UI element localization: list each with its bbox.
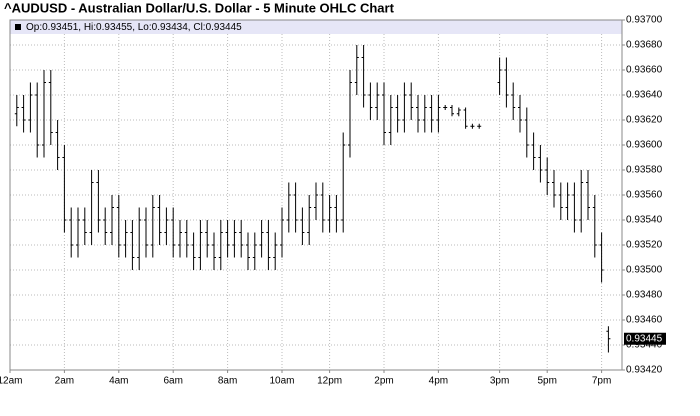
marks [14, 45, 611, 353]
legend-text: Op:0.93451, Hi:0.93455, Lo:0.93434, Cl:0… [26, 22, 242, 33]
y-tick-label: 0.93500 [626, 265, 663, 276]
x-tick-label: 6am [163, 376, 182, 387]
x-tick-label: 4pm [429, 376, 448, 387]
y-tick-label: 0.93460 [626, 315, 663, 326]
y-tick-label: 0.93680 [626, 40, 663, 51]
y-tick-label: 0.93640 [626, 90, 663, 101]
y-tick-label: 0.93520 [626, 240, 663, 251]
y-tick-label: 0.93660 [626, 65, 663, 76]
y-tick-label: 0.93580 [626, 165, 663, 176]
x-tick-label: 3pm [490, 376, 509, 387]
last-price-label: 0.93445 [626, 333, 663, 344]
y-tick-label: 0.93480 [626, 290, 663, 301]
y-tick-label: 0.93560 [626, 190, 663, 201]
x-tick-label: 2pm [374, 376, 393, 387]
x-tick-label: 8am [218, 376, 237, 387]
x-tick-label: 2am [55, 376, 74, 387]
y-tick-label: 0.93620 [626, 115, 663, 126]
y-tick-label: 0.93540 [626, 215, 663, 226]
axes: 0.93420 0.93440 0.93460 0.93480 0.93500 0.935… [0, 15, 666, 387]
x-tick-label: 10am [269, 376, 294, 387]
y-tick-label: 0.93420 [626, 365, 663, 376]
x-tick-label: 5pm [537, 376, 556, 387]
chart-title: ^AUDUSD - Australian Dollar/U.S. Dollar … [4, 0, 395, 15]
x-tick-label: 12am [0, 376, 23, 387]
y-tick-label: 0.93600 [626, 140, 663, 151]
x-tick-label: 4am [109, 376, 128, 387]
y-tick-label: 0.93440 [626, 340, 663, 351]
x-tick-label: 7pm [592, 376, 611, 387]
last-price-box [624, 332, 666, 345]
x-tick-label: 12pm [317, 376, 342, 387]
legend-swatch [15, 24, 21, 30]
legend-band [10, 20, 622, 34]
y-tick-label: 0.93700 [626, 15, 663, 26]
